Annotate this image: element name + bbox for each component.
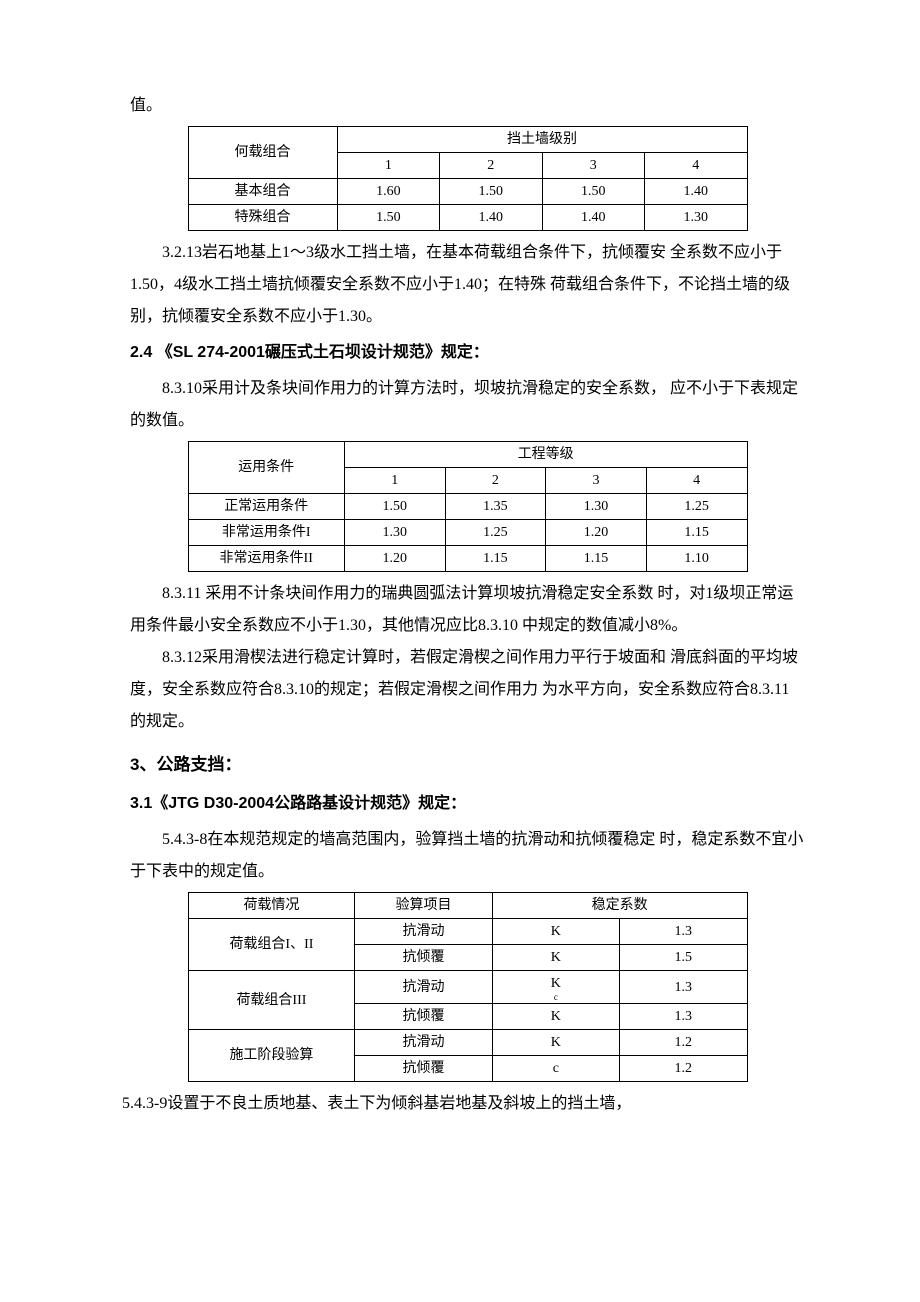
t2-cell: 1.15 xyxy=(646,520,747,546)
t2-header-span: 工程等级 xyxy=(344,442,747,468)
t2-cell: 1.20 xyxy=(344,546,445,572)
t2-col: 3 xyxy=(546,468,647,494)
t2-cell: 1.30 xyxy=(344,520,445,546)
t3-cell: 抗滑动 xyxy=(355,971,492,1004)
t3-group-label: 荷载组合III xyxy=(188,971,355,1030)
t3-cell: 抗倾覆 xyxy=(355,945,492,971)
t2-cell: 1.30 xyxy=(546,494,647,520)
t2-row: 正常运用条件 1.50 1.35 1.30 1.25 xyxy=(188,494,747,520)
t3-cell: 抗倾覆 xyxy=(355,1056,492,1082)
t3-cell: K xyxy=(492,945,619,971)
t2-cell: 1.25 xyxy=(646,494,747,520)
t3-header: 验算项目 xyxy=(355,893,492,919)
t3-cell: K xyxy=(492,919,619,945)
t3-group-label: 施工阶段验算 xyxy=(188,1030,355,1082)
paragraph-8-3-12: 8.3.12采用滑楔法进行稳定计算时，若假定滑楔之间作用力平行于坡面和 滑底斜面… xyxy=(130,642,805,738)
paragraph-8-3-11: 8.3.11 采用不计条块间作用力的瑞典圆弧法计算坝坡抗滑稳定安全系数 时，对1… xyxy=(130,578,805,642)
t2-row: 非常运用条件II 1.20 1.15 1.15 1.10 xyxy=(188,546,747,572)
t2-row-label: 非常运用条件I xyxy=(188,520,344,546)
t3-cell: 1.3 xyxy=(620,919,747,945)
t1-cell: 1.30 xyxy=(644,205,747,231)
t3-cell: K xyxy=(492,1004,619,1030)
t3-header-row: 荷载情况 验算项目 稳定系数 xyxy=(188,893,747,919)
t1-row: 基本组合 1.60 1.50 1.50 1.40 xyxy=(188,179,747,205)
t1-cell: 1.40 xyxy=(440,205,542,231)
heading-2-4: 2.4 《SL 274-2001碾压式土石坝设计规范》规定： xyxy=(130,337,805,369)
t2-cell: 1.10 xyxy=(646,546,747,572)
t3-cell: 抗滑动 xyxy=(355,919,492,945)
t1-cell: 1.50 xyxy=(542,179,644,205)
t2-cell: 1.15 xyxy=(445,546,546,572)
t3-cell: 1.2 xyxy=(620,1030,747,1056)
paragraph-5-4-3-9: 5.4.3-9设置于不良土质地基、表土下为倾斜基岩地基及斜坡上的挡土墙， xyxy=(122,1088,805,1120)
t1-row-label: 特殊组合 xyxy=(188,205,337,231)
t3-cell: 1.3 xyxy=(620,1004,747,1030)
t3-cell: c xyxy=(492,1056,619,1082)
t3-row: 施工阶段验算 抗滑动 K 1.2 xyxy=(188,1030,747,1056)
t3-row: 荷载组合I、II 抗滑动 K 1.3 xyxy=(188,919,747,945)
t2-cell: 1.25 xyxy=(445,520,546,546)
t1-col: 4 xyxy=(644,153,747,179)
t3-cell: 1.3 xyxy=(620,971,747,1004)
table-1: 何载组合 挡土墙级别 1 2 3 4 基本组合 1.60 1.50 1.50 1… xyxy=(188,126,748,231)
t1-header-left: 何载组合 xyxy=(188,127,337,179)
t2-cell: 1.35 xyxy=(445,494,546,520)
table-3: 荷载情况 验算项目 稳定系数 荷载组合I、II 抗滑动 K 1.3 抗倾覆 K … xyxy=(188,892,748,1082)
t2-col: 4 xyxy=(646,468,747,494)
t2-row-label: 非常运用条件II xyxy=(188,546,344,572)
t2-cell: 1.20 xyxy=(546,520,647,546)
t2-row: 非常运用条件I 1.30 1.25 1.20 1.15 xyxy=(188,520,747,546)
t2-cell: 1.50 xyxy=(344,494,445,520)
t3-cell: 1.5 xyxy=(620,945,747,971)
paragraph-3-2-13: 3.2.13岩石地基上1～3级水工挡土墙，在基本荷载组合条件下，抗倾覆安 全系数… xyxy=(130,237,805,333)
t3-group-label: 荷载组合I、II xyxy=(188,919,355,971)
t1-cell: 1.40 xyxy=(542,205,644,231)
t1-col: 2 xyxy=(440,153,542,179)
t1-row: 特殊组合 1.50 1.40 1.40 1.30 xyxy=(188,205,747,231)
t3-cell: 1.2 xyxy=(620,1056,747,1082)
t2-cell: 1.15 xyxy=(546,546,647,572)
t1-col: 1 xyxy=(337,153,439,179)
t1-cell: 1.40 xyxy=(644,179,747,205)
t3-row: 荷载组合III 抗滑动 Kc 1.3 xyxy=(188,971,747,1004)
table-2: 运用条件 工程等级 1 2 3 4 正常运用条件 1.50 1.35 1.30 … xyxy=(188,441,748,572)
t2-row-label: 正常运用条件 xyxy=(188,494,344,520)
heading-3-1: 3.1《JTG D30-2004公路路基设计规范》规定： xyxy=(130,788,805,820)
t1-cell: 1.50 xyxy=(440,179,542,205)
t2-header-left: 运用条件 xyxy=(188,442,344,494)
t3-cell: K xyxy=(492,1030,619,1056)
heading-3: 3、公路支挡： xyxy=(130,748,805,782)
paragraph-top: 值。 xyxy=(130,90,805,122)
t1-cell: 1.50 xyxy=(337,205,439,231)
t1-cell: 1.60 xyxy=(337,179,439,205)
t3-header: 稳定系数 xyxy=(492,893,747,919)
t3-header: 荷载情况 xyxy=(188,893,355,919)
t3-cell: 抗滑动 xyxy=(355,1030,492,1056)
t2-col: 1 xyxy=(344,468,445,494)
t1-col: 3 xyxy=(542,153,644,179)
paragraph-8-3-10: 8.3.10采用计及条块间作用力的计算方法时，坝坡抗滑稳定的安全系数， 应不小于… xyxy=(130,373,805,437)
paragraph-5-4-3-8: 5.4.3-8在本规范规定的墙高范围内，验算挡土墙的抗滑动和抗倾覆稳定 时，稳定… xyxy=(130,824,805,888)
t1-header-span: 挡土墙级别 xyxy=(337,127,747,153)
t1-row-label: 基本组合 xyxy=(188,179,337,205)
t3-cell: Kc xyxy=(492,971,619,1004)
t2-col: 2 xyxy=(445,468,546,494)
t3-cell: 抗倾覆 xyxy=(355,1004,492,1030)
